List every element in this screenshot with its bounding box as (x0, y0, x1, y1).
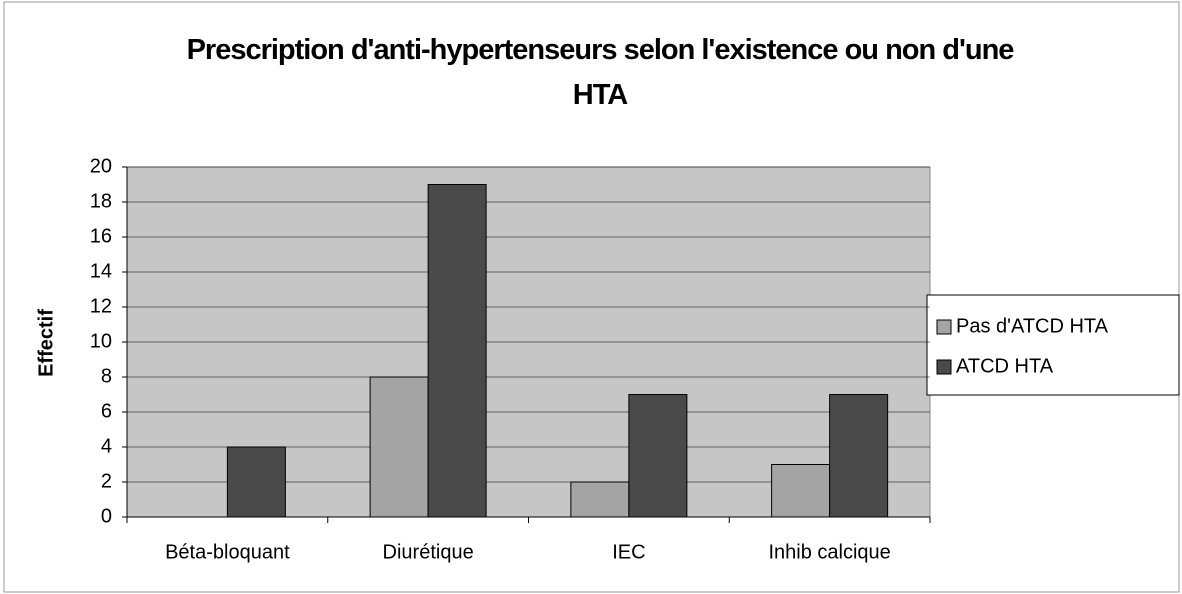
legend-box (926, 294, 1180, 396)
y-tick-label: 10 (90, 330, 112, 352)
chart-title: Prescription d'anti-hypertenseurs selon … (186, 34, 1015, 111)
x-tick-label: Béta-bloquant (165, 541, 290, 563)
bar (369, 376, 429, 518)
bar (427, 184, 487, 518)
legend-label: ATCD HTA (956, 355, 1054, 377)
bar (771, 464, 831, 518)
bar (829, 394, 889, 518)
legend-label: Pas d'ATCD HTA (956, 315, 1109, 337)
y-tick-label: 2 (101, 470, 112, 492)
y-tick-label: 8 (101, 365, 112, 387)
y-tick-label: 18 (90, 190, 112, 212)
y-tick-label: 14 (90, 260, 112, 282)
bar (628, 394, 688, 518)
x-tick-label: IEC (612, 541, 645, 563)
bar (226, 446, 286, 518)
legend-swatch (936, 319, 952, 335)
legend-swatch (936, 359, 952, 375)
y-tick-label: 6 (101, 400, 112, 422)
x-tick-label: Inhib calcique (768, 541, 890, 563)
y-axis-label: Effectif (35, 309, 57, 377)
x-tick-label: Diurétique (383, 541, 474, 563)
bar (570, 481, 630, 518)
y-tick-label: 4 (101, 435, 112, 457)
y-tick-label: 20 (90, 155, 112, 177)
y-tick-label: 12 (90, 295, 112, 317)
y-tick-label: 16 (90, 225, 112, 247)
y-tick-label: 0 (101, 505, 112, 527)
